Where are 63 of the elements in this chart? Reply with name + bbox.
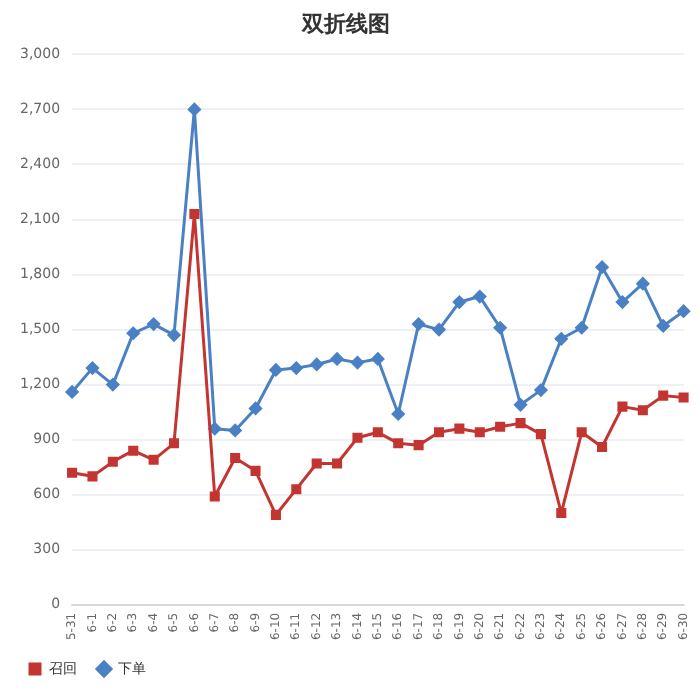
- point: [167, 328, 181, 342]
- point: [147, 317, 161, 331]
- point: [617, 401, 628, 412]
- point: [291, 484, 302, 495]
- point: [208, 422, 222, 436]
- point: [209, 491, 220, 502]
- point: [452, 295, 466, 309]
- point: [311, 458, 322, 469]
- point: [493, 321, 507, 335]
- chart-title: 双折线图: [300, 10, 390, 37]
- point: [575, 321, 589, 335]
- point: [393, 438, 404, 449]
- point: [597, 441, 608, 453]
- point: [128, 445, 139, 456]
- point: [67, 467, 78, 478]
- point: [85, 361, 99, 375]
- point: [554, 332, 568, 346]
- point: [87, 471, 98, 482]
- point: [332, 458, 343, 469]
- point: [413, 440, 424, 451]
- point: [615, 295, 629, 309]
- point: [454, 423, 465, 434]
- point: [637, 405, 648, 416]
- point: [187, 102, 201, 116]
- point: [372, 427, 383, 438]
- point: [352, 432, 363, 443]
- point: [515, 418, 526, 429]
- point: [656, 319, 670, 333]
- point: [310, 357, 324, 371]
- point: [658, 390, 669, 401]
- point: [433, 427, 445, 438]
- point: [228, 423, 242, 437]
- point: [636, 277, 650, 291]
- point: [148, 454, 159, 465]
- point: [474, 427, 485, 438]
- point: [412, 317, 426, 331]
- point: [535, 429, 546, 440]
- point: [473, 290, 487, 304]
- point: [107, 456, 118, 467]
- point: [495, 421, 506, 432]
- point: [514, 398, 528, 412]
- point: [371, 352, 385, 366]
- point: [126, 326, 140, 340]
- point: [289, 361, 303, 375]
- point: [65, 385, 79, 399]
- point: [534, 383, 548, 397]
- point: [432, 323, 446, 337]
- point: [249, 401, 263, 415]
- point: [391, 407, 405, 421]
- point: [595, 260, 609, 274]
- point: [270, 509, 281, 520]
- point: [106, 378, 120, 392]
- point: [677, 304, 691, 318]
- point: [189, 208, 200, 220]
- point: [250, 465, 261, 476]
- point: [350, 356, 364, 370]
- point: [556, 508, 567, 519]
- point: [230, 452, 241, 464]
- point: [330, 352, 344, 366]
- point: [678, 392, 689, 403]
- point: [168, 438, 180, 449]
- point: [576, 427, 587, 438]
- point: [269, 363, 283, 377]
